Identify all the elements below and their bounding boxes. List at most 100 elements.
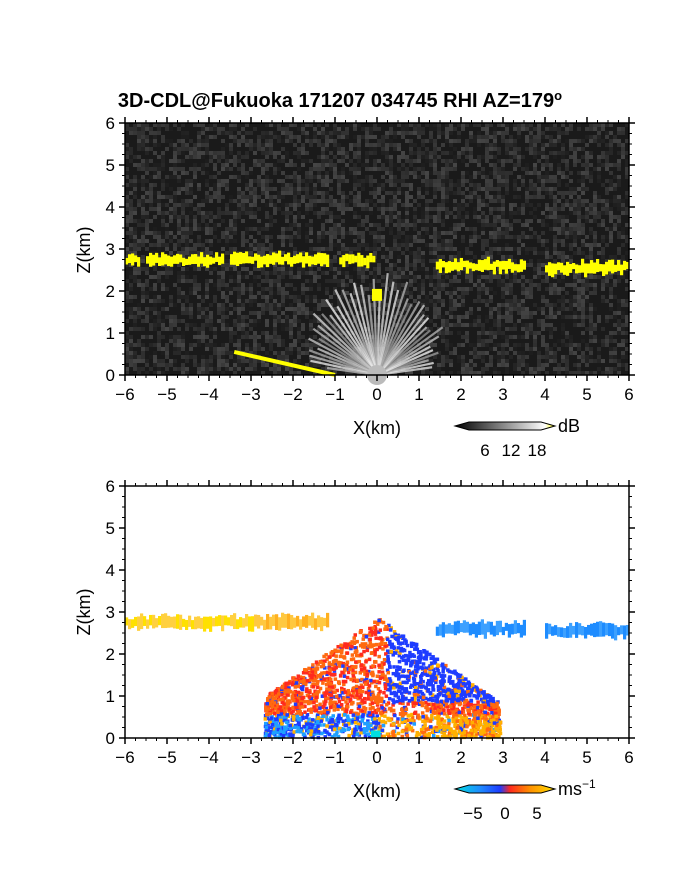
noise-cell bbox=[133, 243, 137, 247]
noise-cell bbox=[329, 227, 333, 231]
noise-cell bbox=[589, 275, 593, 279]
noise-cell bbox=[465, 247, 469, 251]
noise-cell bbox=[525, 223, 529, 227]
noise-cell bbox=[405, 195, 409, 199]
noise-cell bbox=[281, 263, 285, 267]
noise-cell bbox=[237, 311, 241, 315]
noise-cell bbox=[425, 123, 429, 127]
noise-cell bbox=[493, 175, 497, 179]
noise-cell bbox=[293, 215, 297, 219]
noise-cell bbox=[597, 351, 601, 355]
noise-cell bbox=[557, 183, 561, 187]
noise-cell bbox=[413, 235, 417, 239]
noise-cell bbox=[593, 127, 597, 131]
noise-cell bbox=[621, 255, 625, 259]
noise-cell bbox=[349, 331, 353, 335]
noise-cell bbox=[585, 207, 589, 211]
noise-cell bbox=[181, 331, 185, 335]
noise-cell bbox=[157, 123, 161, 127]
noise-cell bbox=[213, 327, 217, 331]
noise-cell bbox=[409, 223, 413, 227]
noise-cell bbox=[581, 139, 585, 143]
noise-cell bbox=[457, 227, 461, 231]
noise-cell bbox=[285, 151, 289, 155]
noise-cell bbox=[133, 311, 137, 315]
noise-cell bbox=[553, 327, 557, 331]
noise-cell bbox=[253, 199, 257, 203]
noise-cell bbox=[165, 287, 169, 291]
noise-cell bbox=[541, 179, 545, 183]
noise-cell bbox=[281, 327, 285, 331]
noise-cell bbox=[445, 231, 449, 235]
noise-cell bbox=[417, 283, 421, 287]
noise-cell bbox=[233, 247, 237, 251]
noise-cell bbox=[177, 279, 181, 283]
noise-cell bbox=[489, 251, 493, 255]
noise-cell bbox=[465, 339, 469, 343]
noise-cell bbox=[533, 335, 537, 339]
noise-cell bbox=[253, 359, 257, 363]
noise-cell bbox=[313, 279, 317, 283]
noise-cell bbox=[281, 295, 285, 299]
noise-cell bbox=[361, 223, 365, 227]
noise-cell bbox=[341, 175, 345, 179]
noise-cell bbox=[301, 147, 305, 151]
noise-cell bbox=[249, 327, 253, 331]
noise-cell bbox=[469, 323, 473, 327]
noise-cell bbox=[521, 355, 525, 359]
noise-cell bbox=[441, 327, 445, 331]
noise-cell bbox=[529, 371, 533, 375]
noise-cell bbox=[229, 231, 233, 235]
noise-cell bbox=[249, 207, 253, 211]
noise-cell bbox=[277, 315, 281, 319]
noise-cell bbox=[601, 327, 605, 331]
noise-cell bbox=[541, 335, 545, 339]
noise-cell bbox=[365, 287, 369, 291]
noise-cell bbox=[305, 343, 309, 347]
noise-cell bbox=[185, 203, 189, 207]
noise-cell bbox=[241, 219, 245, 223]
noise-cell bbox=[501, 331, 505, 335]
noise-cell bbox=[393, 195, 397, 199]
noise-cell bbox=[133, 307, 137, 311]
noise-cell bbox=[381, 295, 385, 299]
noise-cell bbox=[621, 203, 625, 207]
noise-cell bbox=[157, 243, 161, 247]
noise-cell bbox=[157, 339, 161, 343]
noise-cell bbox=[265, 167, 269, 171]
noise-cell bbox=[405, 155, 409, 159]
noise-cell bbox=[257, 291, 261, 295]
noise-cell bbox=[149, 167, 153, 171]
noise-cell bbox=[401, 183, 405, 187]
noise-cell bbox=[293, 343, 297, 347]
noise-cell bbox=[133, 155, 137, 159]
noise-cell bbox=[305, 179, 309, 183]
noise-cell bbox=[185, 311, 189, 315]
noise-cell bbox=[561, 143, 565, 147]
noise-cell bbox=[205, 183, 209, 187]
noise-cell bbox=[485, 279, 489, 283]
noise-cell bbox=[313, 371, 317, 375]
noise-cell bbox=[453, 223, 457, 227]
noise-cell bbox=[625, 207, 629, 211]
noise-cell bbox=[621, 323, 625, 327]
noise-cell bbox=[321, 191, 325, 195]
noise-cell bbox=[137, 271, 141, 275]
noise-cell bbox=[609, 227, 613, 231]
noise-cell bbox=[581, 239, 585, 243]
noise-cell bbox=[353, 175, 357, 179]
noise-cell bbox=[285, 127, 289, 131]
noise-cell bbox=[357, 139, 361, 143]
noise-cell bbox=[249, 131, 253, 135]
noise-cell bbox=[249, 199, 253, 203]
noise-cell bbox=[469, 371, 473, 375]
noise-cell bbox=[561, 287, 565, 291]
noise-cell bbox=[157, 367, 161, 371]
noise-cell bbox=[553, 251, 557, 255]
noise-cell bbox=[585, 167, 589, 171]
noise-cell bbox=[461, 291, 465, 295]
noise-cell bbox=[185, 147, 189, 151]
noise-cell bbox=[353, 123, 357, 127]
noise-cell bbox=[529, 331, 533, 335]
noise-cell bbox=[173, 171, 177, 175]
